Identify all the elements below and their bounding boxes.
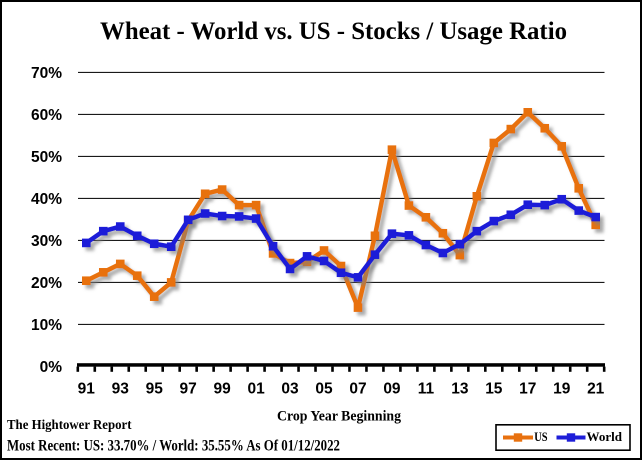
- svg-text:13: 13: [451, 381, 469, 398]
- svg-text:50%: 50%: [31, 149, 62, 166]
- svg-text:21: 21: [587, 381, 605, 398]
- svg-text:97: 97: [180, 381, 197, 398]
- svg-text:40%: 40%: [31, 191, 62, 208]
- svg-text:91: 91: [78, 381, 96, 398]
- svg-text:Wheat - World vs. US - Stocks: Wheat - World vs. US - Stocks / Usage Ra…: [100, 18, 567, 45]
- svg-text:Most Recent: US: 33.70% / Worl: Most Recent: US: 33.70% / World: 35.55% …: [7, 438, 340, 455]
- svg-text:11: 11: [418, 381, 435, 398]
- svg-text:05: 05: [315, 381, 333, 398]
- svg-text:15: 15: [485, 381, 503, 398]
- svg-text:09: 09: [383, 381, 401, 398]
- svg-text:US: US: [534, 430, 547, 444]
- svg-text:The Hightower Report: The Hightower Report: [7, 418, 132, 433]
- svg-text:10%: 10%: [31, 317, 62, 334]
- svg-text:93: 93: [112, 381, 130, 398]
- svg-text:95: 95: [146, 381, 164, 398]
- svg-text:99: 99: [214, 381, 232, 398]
- svg-text:30%: 30%: [31, 233, 62, 250]
- svg-text:01: 01: [247, 381, 265, 398]
- svg-text:0%: 0%: [40, 359, 63, 376]
- svg-text:World: World: [587, 430, 623, 444]
- svg-text:07: 07: [349, 381, 366, 398]
- svg-text:17: 17: [519, 381, 536, 398]
- svg-text:03: 03: [281, 381, 299, 398]
- svg-text:Crop Year Beginning: Crop Year Beginning: [277, 409, 401, 425]
- svg-text:60%: 60%: [31, 107, 62, 124]
- svg-text:70%: 70%: [31, 65, 62, 82]
- svg-text:19: 19: [553, 381, 571, 398]
- svg-text:20%: 20%: [31, 275, 62, 292]
